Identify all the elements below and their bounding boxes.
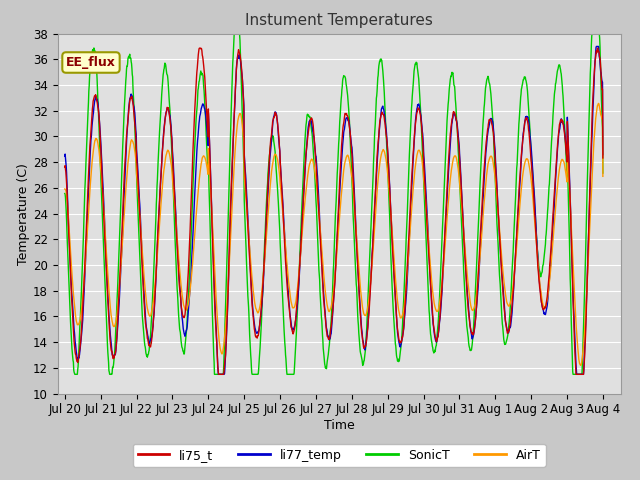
li75_t [61, 164, 68, 170]
Legend: li75_t, li77_temp, SonicT, AirT: li75_t, li77_temp, SonicT, AirT [133, 444, 545, 467]
li75_t [290, 328, 298, 334]
li77_temp [102, 263, 110, 269]
Y-axis label: Temperature (C): Temperature (C) [17, 163, 30, 264]
AirT [124, 157, 132, 163]
AirT [310, 163, 317, 168]
AirT [300, 206, 308, 212]
li75_t [215, 372, 223, 377]
SonicT [290, 372, 298, 377]
li75_t [599, 155, 607, 161]
AirT [289, 305, 297, 311]
AirT [595, 100, 602, 106]
SonicT [599, 170, 607, 176]
li77_temp [124, 111, 132, 117]
li77_temp [61, 153, 68, 159]
li75_t [301, 166, 308, 172]
SonicT [311, 168, 319, 174]
Line: AirT: AirT [65, 103, 603, 365]
SonicT [301, 138, 308, 144]
AirT [102, 251, 110, 256]
li77_temp [599, 152, 607, 157]
li77_temp [310, 138, 318, 144]
SonicT [230, 31, 238, 36]
AirT [577, 362, 584, 368]
Line: li77_temp: li77_temp [65, 47, 603, 374]
li75_t [102, 269, 110, 275]
li75_t [368, 262, 376, 268]
li77_temp [367, 267, 375, 273]
AirT [367, 275, 375, 280]
SonicT [61, 191, 68, 196]
Line: li75_t: li75_t [65, 48, 603, 374]
SonicT [103, 324, 111, 330]
AirT [61, 186, 68, 192]
li75_t [196, 45, 204, 51]
li77_temp [301, 174, 308, 180]
Text: EE_flux: EE_flux [66, 56, 116, 69]
Line: SonicT: SonicT [65, 34, 603, 374]
li77_temp [214, 372, 222, 377]
SonicT [125, 53, 132, 59]
li75_t [311, 142, 319, 148]
AirT [599, 173, 607, 179]
li77_temp [593, 44, 600, 49]
li75_t [124, 112, 132, 118]
SonicT [71, 372, 79, 377]
li77_temp [289, 327, 297, 333]
Title: Instument Temperatures: Instument Temperatures [245, 13, 433, 28]
SonicT [368, 206, 376, 212]
X-axis label: Time: Time [324, 419, 355, 432]
